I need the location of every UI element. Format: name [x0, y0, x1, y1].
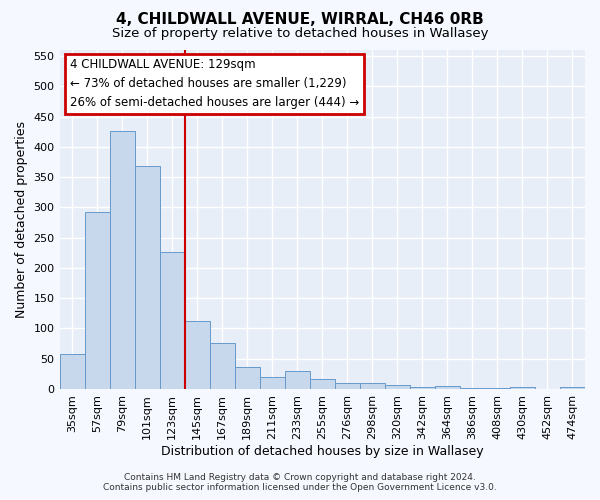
Text: 4 CHILDWALL AVENUE: 129sqm
← 73% of detached houses are smaller (1,229)
26% of s: 4 CHILDWALL AVENUE: 129sqm ← 73% of deta… [70, 58, 359, 110]
Bar [410, 386, 435, 389]
Bar [85, 212, 110, 389]
Bar [310, 378, 335, 389]
Bar [385, 384, 410, 389]
Bar [209, 343, 235, 389]
Bar [435, 386, 460, 389]
Bar [460, 388, 485, 389]
Bar [260, 377, 285, 389]
Bar [485, 388, 510, 389]
Bar [335, 383, 360, 389]
Bar [360, 383, 385, 389]
Bar [235, 366, 260, 389]
Bar [560, 386, 585, 389]
Y-axis label: Number of detached properties: Number of detached properties [15, 121, 28, 318]
Bar [134, 166, 160, 389]
Bar [160, 252, 185, 389]
Bar [59, 354, 85, 389]
X-axis label: Distribution of detached houses by size in Wallasey: Distribution of detached houses by size … [161, 444, 484, 458]
Bar [110, 130, 134, 389]
Bar [285, 372, 310, 389]
Text: 4, CHILDWALL AVENUE, WIRRAL, CH46 0RB: 4, CHILDWALL AVENUE, WIRRAL, CH46 0RB [116, 12, 484, 28]
Text: Size of property relative to detached houses in Wallasey: Size of property relative to detached ho… [112, 28, 488, 40]
Bar [185, 320, 209, 389]
Text: Contains HM Land Registry data © Crown copyright and database right 2024.
Contai: Contains HM Land Registry data © Crown c… [103, 473, 497, 492]
Bar [510, 386, 535, 389]
